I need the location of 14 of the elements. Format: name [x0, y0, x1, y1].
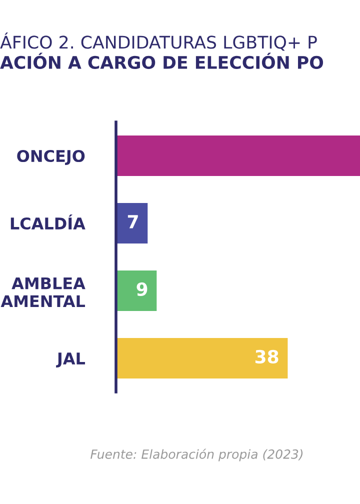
chart-title: ÁFICO 2. CANDIDATURAS LGBTIQ+ P — [0, 32, 317, 51]
data-label: 9 — [136, 282, 148, 296]
chart-subtitle: ACIÓN A CARGO DE ELECCIÓN PO — [0, 52, 324, 70]
data-label: 38 — [255, 350, 278, 364]
y-tick-label: AMBLEA AMENTAL — [0, 277, 86, 307]
bar — [116, 136, 360, 176]
data-label: 7 — [128, 215, 138, 228]
bar — [116, 270, 157, 311]
bar — [116, 338, 288, 378]
bar — [116, 203, 148, 244]
y-tick-label: JAL — [56, 352, 86, 368]
y-tick-label: LCALDÍA — [10, 214, 86, 230]
y-tick-label: ONCEJO — [17, 150, 85, 166]
source-note: Fuente: Elaboración propia (2023) — [90, 448, 303, 462]
